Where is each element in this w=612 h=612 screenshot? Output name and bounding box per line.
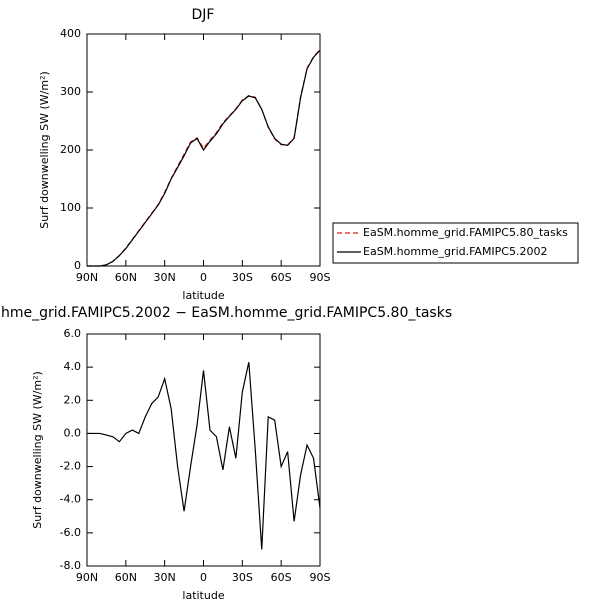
y-tick-label: 200: [60, 143, 81, 156]
y-tick-label: 6.0: [64, 327, 82, 340]
data-line: [87, 362, 321, 550]
x-tick-label: 30N: [154, 271, 176, 284]
y-axis-label: Surf downwelling SW (W/m²): [31, 371, 44, 529]
chart-title: hme_grid.FAMIPC5.2002 − EaSM.homme_grid.…: [1, 305, 452, 321]
data-line: [87, 49, 321, 267]
y-tick-label: 0.0: [64, 426, 82, 439]
x-tick-label: 90S: [310, 571, 331, 584]
x-tick-label: 90S: [310, 271, 331, 284]
y-tick-label: -8.0: [60, 559, 81, 572]
x-tick-label: 30S: [232, 571, 253, 584]
y-tick-label: -4.0: [60, 493, 81, 506]
legend-label: EaSM.homme_grid.FAMIPC5.80_tasks: [363, 226, 568, 239]
y-tick-label: 100: [60, 201, 81, 214]
x-tick-label: 30N: [154, 571, 176, 584]
x-tick-label: 60N: [115, 571, 137, 584]
y-tick-label: 400: [60, 27, 81, 40]
x-tick-label: 0: [200, 271, 207, 284]
chart-title: DJF: [192, 7, 215, 23]
plot-frame: [86, 333, 321, 567]
x-tick-label: 90N: [76, 271, 98, 284]
data-line: [87, 49, 321, 267]
x-axis-label: latitude: [182, 589, 224, 602]
x-tick-label: 60S: [271, 271, 292, 284]
x-tick-label: 60S: [271, 571, 292, 584]
x-axis-label: latitude: [182, 289, 224, 302]
x-tick-label: 60N: [115, 271, 137, 284]
x-tick-label: 0: [200, 571, 207, 584]
legend-box: [332, 222, 579, 264]
x-tick-label: 30S: [232, 271, 253, 284]
y-tick-label: 2.0: [64, 393, 82, 406]
y-axis-label: Surf downwelling SW (W/m²): [38, 71, 51, 229]
legend-label: EaSM.homme_grid.FAMIPC5.2002: [363, 245, 547, 258]
y-tick-label: -2.0: [60, 460, 81, 473]
x-tick-label: 90N: [76, 571, 98, 584]
y-tick-label: -6.0: [60, 526, 81, 539]
y-tick-label: 0: [74, 259, 81, 272]
y-tick-label: 4.0: [64, 360, 82, 373]
y-tick-label: 300: [60, 85, 81, 98]
